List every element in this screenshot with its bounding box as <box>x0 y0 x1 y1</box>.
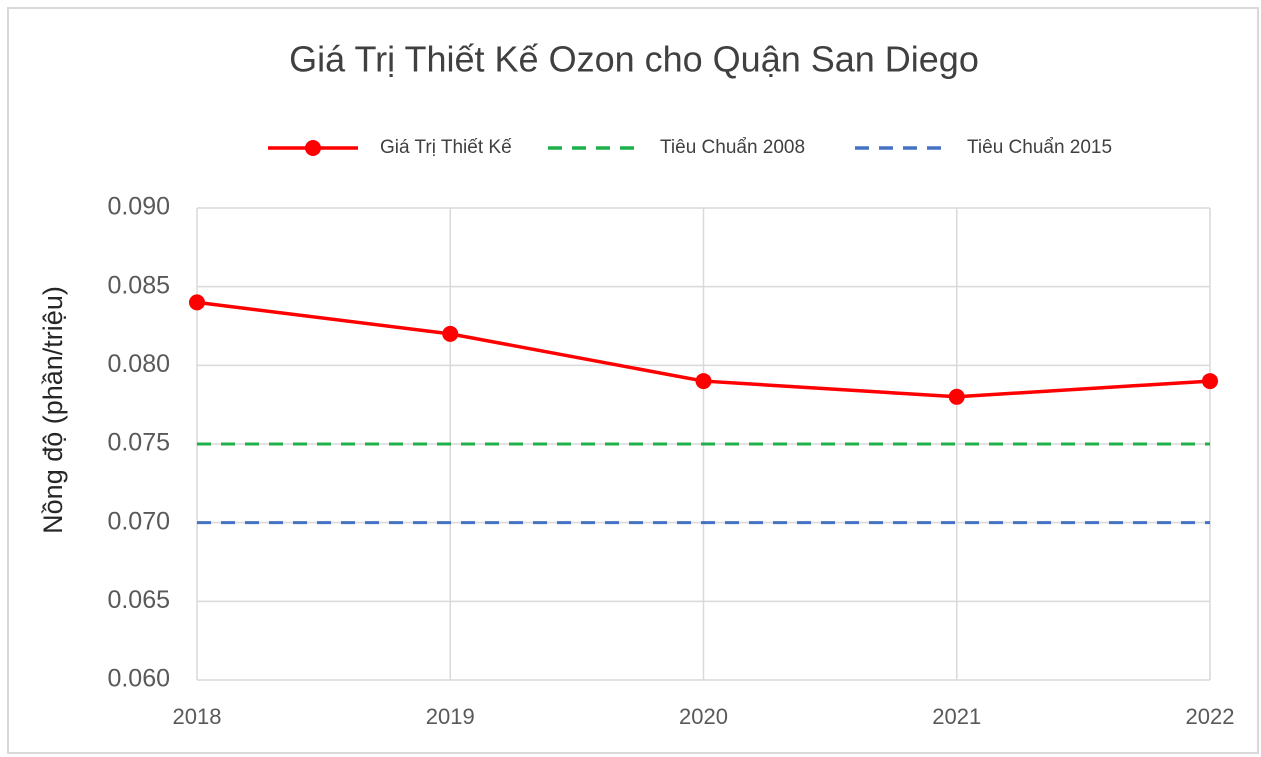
x-tick-label: 2020 <box>679 704 728 729</box>
x-tick-label: 2021 <box>932 704 981 729</box>
y-tick-label: 0.080 <box>107 350 170 378</box>
chart-border <box>7 7 1259 754</box>
y-tick-label: 0.090 <box>107 193 170 221</box>
legend-marker <box>305 140 321 156</box>
legend-label: Tiêu Chuẩn 2008 <box>660 137 805 158</box>
y-tick-label: 0.060 <box>107 665 170 693</box>
y-tick-label: 0.065 <box>107 586 170 614</box>
x-tick-label: 2019 <box>426 704 475 729</box>
data-point <box>948 388 965 405</box>
x-tick-label: 2022 <box>1186 704 1235 729</box>
y-tick-label: 0.085 <box>107 271 170 299</box>
data-point <box>695 373 712 390</box>
data-point <box>442 325 459 342</box>
y-axis-label: Nồng độ (phần/triệu) <box>38 286 68 534</box>
legend-label: Tiêu Chuẩn 2015 <box>967 137 1112 158</box>
y-tick-label: 0.075 <box>107 429 170 457</box>
data-point <box>189 294 205 311</box>
data-point <box>1202 373 1218 390</box>
chart-title: Giá Trị Thiết Kế Ozon cho Quận San Diego <box>289 39 979 80</box>
x-tick-label: 2018 <box>173 704 222 729</box>
legend-label: Giá Trị Thiết Kế <box>380 137 512 158</box>
y-tick-label: 0.070 <box>107 507 170 535</box>
